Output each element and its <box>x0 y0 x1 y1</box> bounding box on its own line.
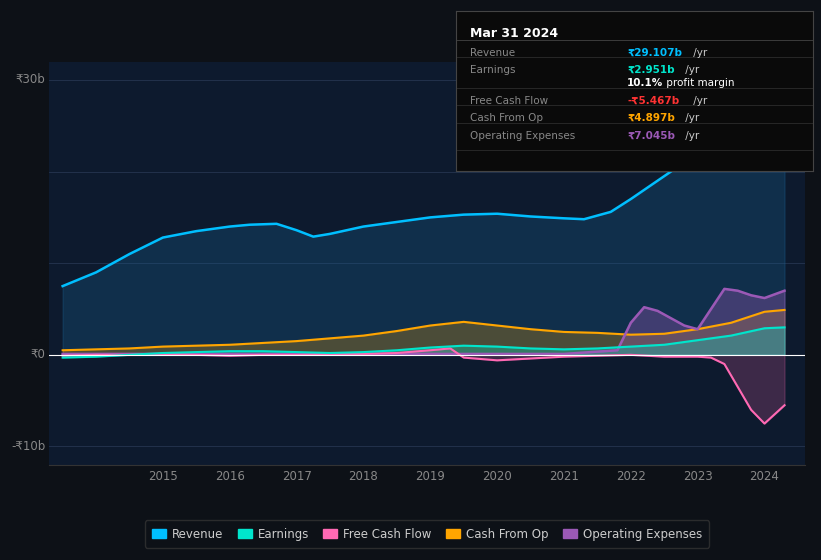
Text: ₹2.951b: ₹2.951b <box>627 66 675 75</box>
Text: ₹29.107b: ₹29.107b <box>627 48 682 58</box>
Text: /yr: /yr <box>682 113 699 123</box>
Text: Free Cash Flow: Free Cash Flow <box>470 96 548 106</box>
Text: -₹10b: -₹10b <box>11 440 45 453</box>
Text: ₹4.897b: ₹4.897b <box>627 113 675 123</box>
Text: -₹5.467b: -₹5.467b <box>627 96 679 106</box>
Text: profit margin: profit margin <box>663 78 734 88</box>
Text: Revenue: Revenue <box>470 48 515 58</box>
Legend: Revenue, Earnings, Free Cash Flow, Cash From Op, Operating Expenses: Revenue, Earnings, Free Cash Flow, Cash … <box>144 520 709 548</box>
Text: ₹30b: ₹30b <box>16 73 45 86</box>
Text: /yr: /yr <box>682 66 699 75</box>
Text: ₹0: ₹0 <box>30 348 45 361</box>
Text: Mar 31 2024: Mar 31 2024 <box>470 27 558 40</box>
Text: 10.1%: 10.1% <box>627 78 663 88</box>
Text: Cash From Op: Cash From Op <box>470 113 543 123</box>
Text: /yr: /yr <box>682 130 699 141</box>
Text: ₹7.045b: ₹7.045b <box>627 130 675 141</box>
Text: /yr: /yr <box>690 48 707 58</box>
Text: /yr: /yr <box>690 96 707 106</box>
Text: Operating Expenses: Operating Expenses <box>470 130 576 141</box>
Text: Earnings: Earnings <box>470 66 516 75</box>
